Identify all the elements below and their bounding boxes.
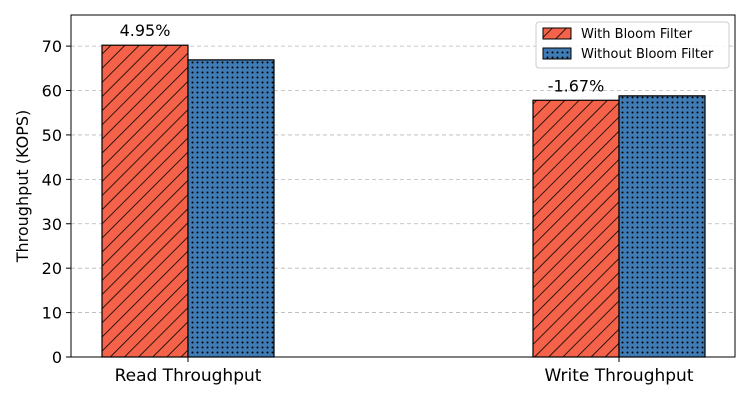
percent-change-label: -1.67% (548, 76, 605, 95)
y-tick-label: 10 (42, 304, 62, 323)
bar-with-bloom-write (532, 99, 620, 358)
y-axis-title: Throughput (KOPS) (13, 110, 32, 264)
legend-swatch-without-bloom (542, 47, 572, 60)
legend: With Bloom Filter Without Bloom Filter (535, 21, 730, 69)
percent-change-label: 4.95% (120, 21, 171, 40)
y-tick-label: 0 (52, 348, 62, 367)
legend-label-without-bloom: Without Bloom Filter (581, 47, 714, 62)
data-labels: 4.95% -1.67% (120, 21, 605, 95)
x-category-label: Read Throughput (115, 366, 262, 386)
legend-label-with-bloom: With Bloom Filter (581, 27, 693, 42)
legend-box (535, 21, 730, 69)
legend-swatch-with-bloom (542, 27, 572, 40)
x-axis-categories: Read Throughput Write Throughput (115, 357, 694, 386)
y-tick-label: 30 (42, 215, 62, 234)
plot-frame (70, 14, 736, 358)
bar-without-bloom-write (618, 95, 706, 358)
bar-without-bloom-read (187, 59, 275, 358)
y-tick-label: 60 (42, 82, 62, 101)
x-category-label: Write Throughput (544, 366, 693, 386)
y-tick-label: 50 (42, 126, 62, 145)
y-axis-ticks: 0 10 20 30 40 50 60 70 (42, 37, 71, 367)
y-tick-label: 70 (42, 37, 62, 56)
bars (101, 44, 706, 358)
y-tick-label: 40 (42, 170, 62, 189)
bar-with-bloom-read (101, 44, 189, 358)
y-tick-label: 20 (42, 259, 62, 278)
